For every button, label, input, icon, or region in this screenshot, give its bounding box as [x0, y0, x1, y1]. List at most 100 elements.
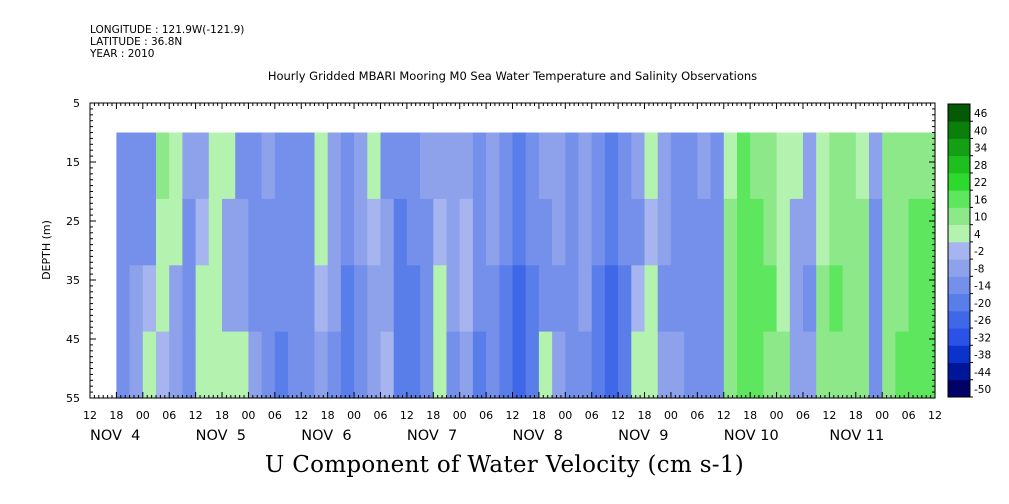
heatmap-cell: [354, 265, 368, 333]
y-tick-label: 45: [66, 333, 80, 346]
colorbar-swatch: [948, 121, 970, 139]
heatmap-cell: [459, 132, 474, 200]
x-hour-label: 06: [796, 409, 810, 422]
heatmap-cell: [327, 132, 342, 200]
colorbar-label: -32: [974, 332, 991, 344]
heatmap-cell: [393, 265, 408, 333]
heatmap-cell: [869, 265, 883, 333]
heatmap-cell: [829, 331, 844, 399]
x-hour-label: 12: [506, 409, 520, 422]
heatmap-cell: [459, 331, 474, 399]
heatmap-cell: [420, 331, 434, 399]
colorbar-label: -20: [974, 298, 991, 310]
heatmap-cell: [182, 331, 197, 399]
heatmap-cell: [169, 132, 183, 200]
heatmap-cell: [670, 265, 685, 333]
heatmap-cell: [908, 132, 936, 200]
heatmap-cell: [486, 265, 500, 333]
heatmap-cell: [631, 265, 646, 333]
heatmap-cell: [261, 198, 276, 266]
heatmap-cell: [354, 132, 368, 200]
heatmap-cell: [855, 331, 870, 399]
colorbar-label: -14: [974, 281, 991, 293]
heatmap-cell: [670, 331, 685, 399]
x-hour-label: 06: [690, 409, 704, 422]
heatmap-cell: [869, 198, 883, 266]
heatmap-cell: [301, 331, 316, 399]
heatmap-cell: [565, 331, 580, 399]
heatmap-cell: [776, 132, 791, 200]
y-axis: 5 15 25 35 45 55: [66, 97, 935, 405]
heatmap-cell: [261, 132, 276, 200]
heatmap-cell: [472, 331, 487, 399]
heatmap-cell: [288, 265, 302, 333]
x-hour-label: 00: [241, 409, 255, 422]
heatmap-cell: [499, 198, 514, 266]
x-hour-label: 12: [189, 409, 203, 422]
y-tick-label: 55: [66, 392, 80, 405]
heatmap-cell: [406, 331, 421, 399]
colorbar-frame: [947, 103, 971, 398]
heatmap-cell: [486, 132, 500, 200]
heatmap-cell: [393, 132, 408, 200]
heatmap-cell: [499, 331, 514, 399]
colorbar-label: 4: [974, 229, 981, 241]
heatmap-cell: [142, 198, 157, 266]
y-axis-label: DEPTH (m): [40, 220, 53, 280]
heatmap-cell: [116, 198, 131, 266]
heatmap-cell: [354, 198, 368, 266]
x-hour-label: 00: [347, 409, 361, 422]
colorbar-label: 16: [974, 194, 988, 206]
colorbar-swatch: [948, 310, 970, 329]
heatmap-cell: [882, 198, 896, 266]
heatmap-cell: [512, 132, 527, 200]
heatmap-cell: [499, 132, 514, 200]
heatmap-cell: [908, 265, 936, 333]
heatmap-cell: [908, 198, 936, 266]
colorbar-label: 22: [974, 177, 987, 189]
x-hour-label: 18: [532, 409, 546, 422]
x-hour-label: 00: [875, 409, 889, 422]
heatmap-cell: [459, 198, 474, 266]
heatmap-cell: [169, 198, 183, 266]
heatmap-cell: [803, 132, 817, 200]
heatmap-cell: [340, 331, 355, 399]
heatmap-cell: [248, 132, 263, 200]
heatmap-cell: [869, 331, 883, 399]
heatmap-cell: [446, 132, 461, 200]
heatmap-cell: [842, 198, 857, 266]
heatmap-cell: [433, 265, 448, 333]
heatmap-cell: [538, 132, 553, 200]
heatmap-cell: [803, 331, 817, 399]
heatmap-cell: [789, 132, 804, 200]
x-hour-label: 18: [638, 409, 652, 422]
heatmap-cell: [763, 265, 778, 333]
heatmap-cell: [512, 331, 527, 399]
heatmap-cell: [116, 331, 131, 399]
heatmap-cell: [697, 132, 712, 200]
heatmap-cell: [380, 265, 395, 333]
x-hour-label: 12: [83, 409, 97, 422]
heatmap-cell: [591, 198, 606, 266]
x-day-label: NOV 8: [513, 428, 563, 444]
x-hour-label: 00: [558, 409, 572, 422]
x-day-label: NOV 11: [829, 428, 884, 444]
heatmap-cell: [182, 198, 197, 266]
heatmap-cell: [433, 331, 448, 399]
heatmap-cell: [710, 132, 725, 200]
heatmap-cell: [446, 331, 461, 399]
heatmap-cell: [433, 198, 448, 266]
heatmap-cell: [129, 265, 144, 333]
heatmap-cell: [631, 331, 646, 399]
heatmap-cell: [156, 198, 170, 266]
heatmap-cell: [552, 198, 566, 266]
heatmap-cell: [472, 132, 487, 200]
heatmap-cell: [301, 198, 316, 266]
heatmap-cell: [393, 198, 408, 266]
heatmap-cell: [380, 331, 395, 399]
heatmap-cell: [208, 265, 223, 333]
colorbar-label: 10: [974, 212, 987, 224]
colorbar-swatch: [948, 259, 970, 277]
heatmap-cell: [776, 198, 791, 266]
